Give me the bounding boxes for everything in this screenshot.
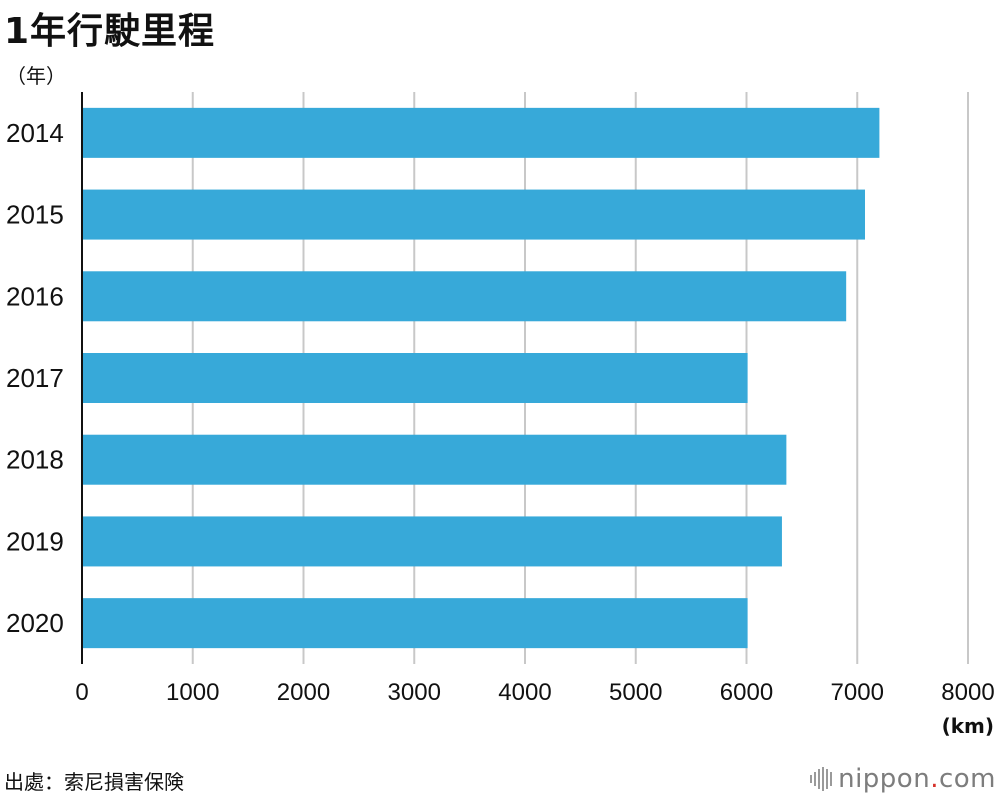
x-tick-label: 4000 bbox=[498, 679, 551, 706]
y-category-label: 2017 bbox=[6, 363, 64, 393]
x-axis-unit: (km) bbox=[941, 714, 994, 738]
x-tick-label: 0 bbox=[75, 679, 88, 706]
y-category-label: 2016 bbox=[6, 281, 64, 311]
x-tick-label: 7000 bbox=[831, 679, 884, 706]
y-category-label: 2014 bbox=[6, 118, 64, 148]
y-category-label: 2015 bbox=[6, 200, 64, 230]
bar bbox=[82, 434, 787, 485]
y-category-label: 2019 bbox=[6, 526, 64, 556]
chart-title: 1年行駛里程 bbox=[4, 11, 216, 52]
bar bbox=[82, 598, 748, 649]
x-tick-label: 2000 bbox=[277, 679, 330, 706]
y-category-label: 2020 bbox=[6, 608, 64, 638]
x-tick-label: 1000 bbox=[166, 679, 219, 706]
x-tick-label: 3000 bbox=[388, 679, 441, 706]
x-tick-label: 6000 bbox=[720, 679, 773, 706]
bar bbox=[82, 189, 866, 240]
x-tick-label: 8000 bbox=[941, 679, 994, 706]
bar bbox=[82, 516, 782, 567]
nippon-logo: nippon.com bbox=[810, 764, 996, 794]
x-tick-label: 5000 bbox=[609, 679, 662, 706]
bar bbox=[82, 271, 847, 322]
logo-text: nippon.com bbox=[838, 764, 996, 794]
y-axis-unit: （年） bbox=[6, 64, 66, 88]
source-note: 出處：索尼損害保険 bbox=[4, 770, 184, 794]
y-category-label: 2018 bbox=[6, 445, 64, 475]
logo-bars-icon bbox=[810, 767, 833, 791]
bar bbox=[82, 353, 748, 403]
bar bbox=[82, 107, 880, 158]
